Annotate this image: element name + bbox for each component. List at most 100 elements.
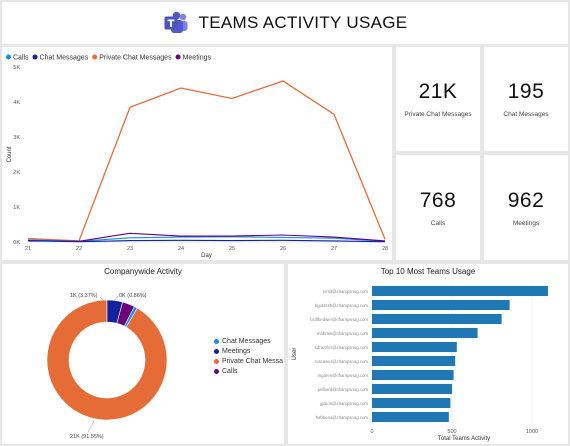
legend-item[interactable]: Meetings <box>175 54 212 62</box>
x-tick-label: 25 <box>229 246 235 252</box>
legend-item[interactable]: Meetings <box>214 348 250 355</box>
legend-item[interactable]: Chat Messages <box>214 338 271 345</box>
legend-label: Meetings <box>222 348 251 355</box>
leader-line <box>113 295 119 302</box>
x-tick-label: 22 <box>76 246 82 252</box>
y-tick-label: 5K <box>13 65 20 71</box>
page-title: TEAMS ACTIVITY USAGE <box>198 13 408 32</box>
leader-line <box>99 296 105 302</box>
legend-label: Chat Messages <box>222 338 271 345</box>
legend-dot-icon <box>32 54 38 60</box>
activity-line-chart[interactable]: Calls Chat Messages Private Chat Messages M… <box>2 47 392 260</box>
y-tick-label: mgaren@champsnog.com <box>318 373 369 378</box>
legend-dot-icon <box>92 54 98 60</box>
y-tick-label: 4K <box>13 100 20 106</box>
legend-label: Calls <box>222 368 238 375</box>
y-axis-title: User <box>292 348 298 361</box>
donut-data-label: 21K (91.55%) <box>70 434 104 440</box>
kpi-card-private-chat: 21K Private Chat Messages <box>396 47 480 151</box>
y-tick-label: jgaron@champsnog.com <box>319 401 368 406</box>
x-tick-label: 24 <box>178 246 184 252</box>
legend-dot-icon <box>214 369 219 374</box>
legend-item[interactable]: Chat Messages <box>32 54 89 62</box>
legend-dot-icon <box>214 349 219 354</box>
dashboard-header: TEAMS ACTIVITY USAGE <box>2 2 568 44</box>
legend-label: Calls <box>13 55 29 62</box>
kpi-value: 768 <box>419 188 457 212</box>
legend-dot-icon <box>6 54 11 60</box>
kpi-value: 962 <box>507 188 545 212</box>
legend-dot-icon <box>214 339 219 344</box>
x-tick-label: 500 <box>447 429 456 435</box>
legend-item[interactable]: Calls <box>214 368 238 375</box>
x-tick-label: 27 <box>331 246 337 252</box>
kpi-card-calls: 768 Calls <box>396 155 480 260</box>
y-tick-label: bcilfbedwer@champsnog.com <box>310 317 368 322</box>
x-tick-label: 1000 <box>526 429 538 435</box>
y-tick-label: sdrazzler@champsnog.com <box>315 345 369 350</box>
bar-title: Top 10 Most Teams Usage <box>380 267 476 276</box>
kpi-value: 21K <box>418 80 458 103</box>
top-users-panel: Top 10 Most Teams Usage 0 500 1000 jsmit@ch… <box>288 264 568 444</box>
legend-dot-icon <box>175 54 181 60</box>
kpi-card-meetings: 962 Meetings <box>484 155 568 260</box>
legend-label: Private Chat Messa <box>222 358 284 365</box>
bar[interactable] <box>372 285 548 297</box>
donut-data-label: 1K (3.37%) <box>70 293 98 299</box>
x-axis-title: Total Teams Activity <box>438 436 490 442</box>
activity-line-chart-panel: Calls Chat Messages Private Chat Messages M… <box>2 47 392 260</box>
companywide-activity-donut[interactable]: 21K (91.55%) 1K (3.37%) 0K (0.86%) <box>2 264 212 444</box>
legend-item[interactable]: Private Chat Messages <box>92 54 172 62</box>
legend-item[interactable]: Calls <box>6 54 29 62</box>
y-tick-label: 3K <box>13 135 20 141</box>
top-users-bar-chart[interactable]: 0 500 1000 jsmit@champsnog.com bgoldsith@cha… <box>288 264 568 444</box>
leader-line <box>87 420 95 433</box>
kpi-label: Chat Messages <box>503 111 549 118</box>
legend-label: Meetings <box>183 55 212 62</box>
kpi-label: Private Chat Messages <box>404 111 472 118</box>
x-tick-label: 26 <box>280 246 286 252</box>
companywide-activity-panel: Companywide Activity 21K (91.55%) 1K (3.3… <box>2 264 284 444</box>
x-tick-label: 23 <box>127 246 133 252</box>
bar[interactable] <box>372 397 451 409</box>
y-axis-title: Count <box>7 146 13 162</box>
series-line-private-chat-messages[interactable] <box>27 80 386 242</box>
x-tick-label: 21 <box>25 246 31 252</box>
bar[interactable] <box>372 369 454 381</box>
y-tick-label: bgoldsith@champsnog.com <box>315 303 369 308</box>
y-tick-label: 2K <box>13 170 20 176</box>
bar[interactable] <box>372 383 452 395</box>
x-tick-label: 28 <box>382 246 388 252</box>
kpi-label: Calls <box>430 219 446 227</box>
kpi-value: 195 <box>507 80 545 103</box>
bar[interactable] <box>372 299 510 311</box>
bar[interactable] <box>372 355 456 367</box>
kpi-card-chat-messages: 195 Chat Messages <box>484 47 568 151</box>
bar[interactable] <box>372 411 449 423</box>
y-tick-label: jsmit@champsnog.com <box>322 289 368 294</box>
x-tick-label: 0 <box>370 429 373 435</box>
legend-label: Private Chat Messages <box>99 55 172 62</box>
y-tick-label: hebbens@champsnog.com <box>316 415 369 420</box>
legend-dot-icon <box>214 359 219 364</box>
donut-slice-private-chat-messages[interactable] <box>46 299 168 421</box>
y-tick-label: 1K <box>13 205 20 211</box>
donut-data-label: 0K (0.86%) <box>119 293 147 299</box>
y-tick-label: 0K <box>13 240 20 246</box>
bar[interactable] <box>372 327 478 339</box>
bar[interactable] <box>372 313 502 325</box>
teams-logo-icon <box>164 11 188 33</box>
series-line-chat-messages[interactable] <box>27 239 386 243</box>
kpi-label: Meetings <box>512 219 540 227</box>
legend-item[interactable]: Private Chat Messa <box>214 358 283 365</box>
x-axis-title: Day <box>201 253 212 259</box>
series-line-calls[interactable] <box>27 236 386 242</box>
bar[interactable] <box>372 341 457 353</box>
donut-slice-chat-messages[interactable] <box>123 306 138 328</box>
donut-title: Companywide Activity <box>104 267 182 276</box>
y-tick-label: roscawer@champsnog.com <box>315 359 369 364</box>
series-line-meetings[interactable] <box>27 232 386 242</box>
y-tick-label: jwilserd@champsnog.com <box>317 387 369 392</box>
y-tick-label: mabraw@champsnog.com <box>317 331 369 336</box>
legend-label: Chat Messages <box>40 55 89 62</box>
